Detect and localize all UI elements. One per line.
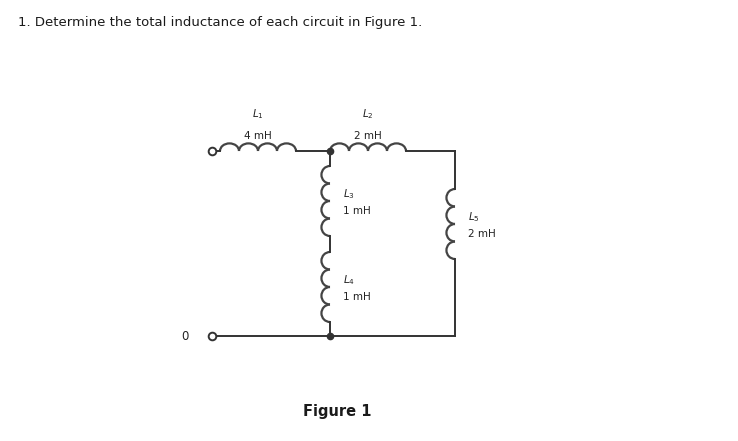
Text: $L_3$: $L_3$	[343, 187, 355, 201]
Text: Figure 1: Figure 1	[303, 404, 371, 419]
Text: $L_5$: $L_5$	[468, 210, 480, 224]
Text: 0: 0	[182, 329, 189, 343]
Text: $L_2$: $L_2$	[362, 107, 374, 121]
Text: 2 mH: 2 mH	[354, 131, 382, 141]
Text: 2 mH: 2 mH	[468, 229, 496, 239]
Text: 1 mH: 1 mH	[343, 206, 370, 216]
Text: $L_1$: $L_1$	[252, 107, 264, 121]
Text: 1. Determine the total inductance of each circuit in Figure 1.: 1. Determine the total inductance of eac…	[18, 16, 422, 29]
Text: $L_4$: $L_4$	[343, 273, 355, 287]
Text: 1 mH: 1 mH	[343, 292, 370, 302]
Text: 4 mH: 4 mH	[244, 131, 272, 141]
